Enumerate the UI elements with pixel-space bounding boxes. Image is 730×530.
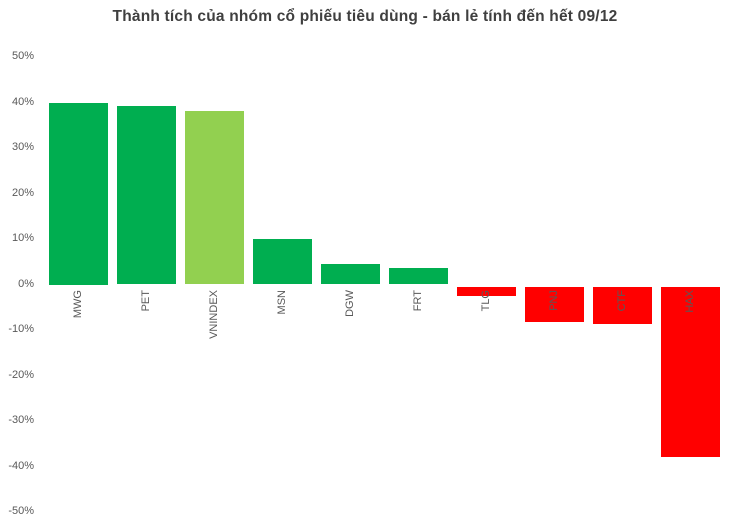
bar-vnindex	[184, 110, 244, 285]
bar-msn	[252, 239, 312, 285]
category-label-mwg: MWG	[72, 290, 84, 319]
category-label-msn: MSN	[276, 290, 288, 315]
bar-pet	[116, 105, 176, 285]
category-label-frt: FRT	[412, 290, 424, 312]
y-axis-tick-label: 30%	[11, 141, 34, 153]
y-axis-tick-label: 0%	[18, 277, 34, 290]
bar-ctf	[592, 286, 652, 325]
category-label-dgw: DGW	[344, 290, 356, 317]
y-axis-tick-label: 10%	[11, 232, 34, 244]
y-axis-tick-label: -40%	[8, 459, 34, 472]
y-axis-tick-label: -50%	[8, 505, 34, 517]
y-axis-tick-label: 40%	[11, 95, 34, 108]
category-label-tlg: TLG	[480, 290, 492, 312]
y-axis-tick-label: 20%	[11, 186, 34, 199]
chart-title: Thành tích của nhóm cổ phiếu tiêu dùng -…	[112, 8, 618, 25]
bar-mwg	[48, 102, 108, 285]
bar-tlg	[456, 286, 516, 296]
category-label-hax: HAX	[684, 290, 696, 313]
y-axis-tick-label: -20%	[8, 368, 34, 381]
bar-dgw	[320, 263, 380, 285]
bar-pnj	[524, 286, 584, 322]
bar-frt	[388, 267, 448, 285]
category-label-ctf: CTF	[616, 290, 628, 312]
y-axis-tick-label: -30%	[8, 414, 34, 426]
category-label-vnindex: VNINDEX	[208, 290, 220, 339]
bar-hax	[660, 286, 720, 458]
category-label-pet: PET	[140, 290, 152, 312]
y-axis-tick-label: 50%	[11, 50, 34, 62]
category-label-pnj: PNJ	[548, 290, 560, 311]
y-axis-tick-label: -10%	[8, 323, 34, 335]
